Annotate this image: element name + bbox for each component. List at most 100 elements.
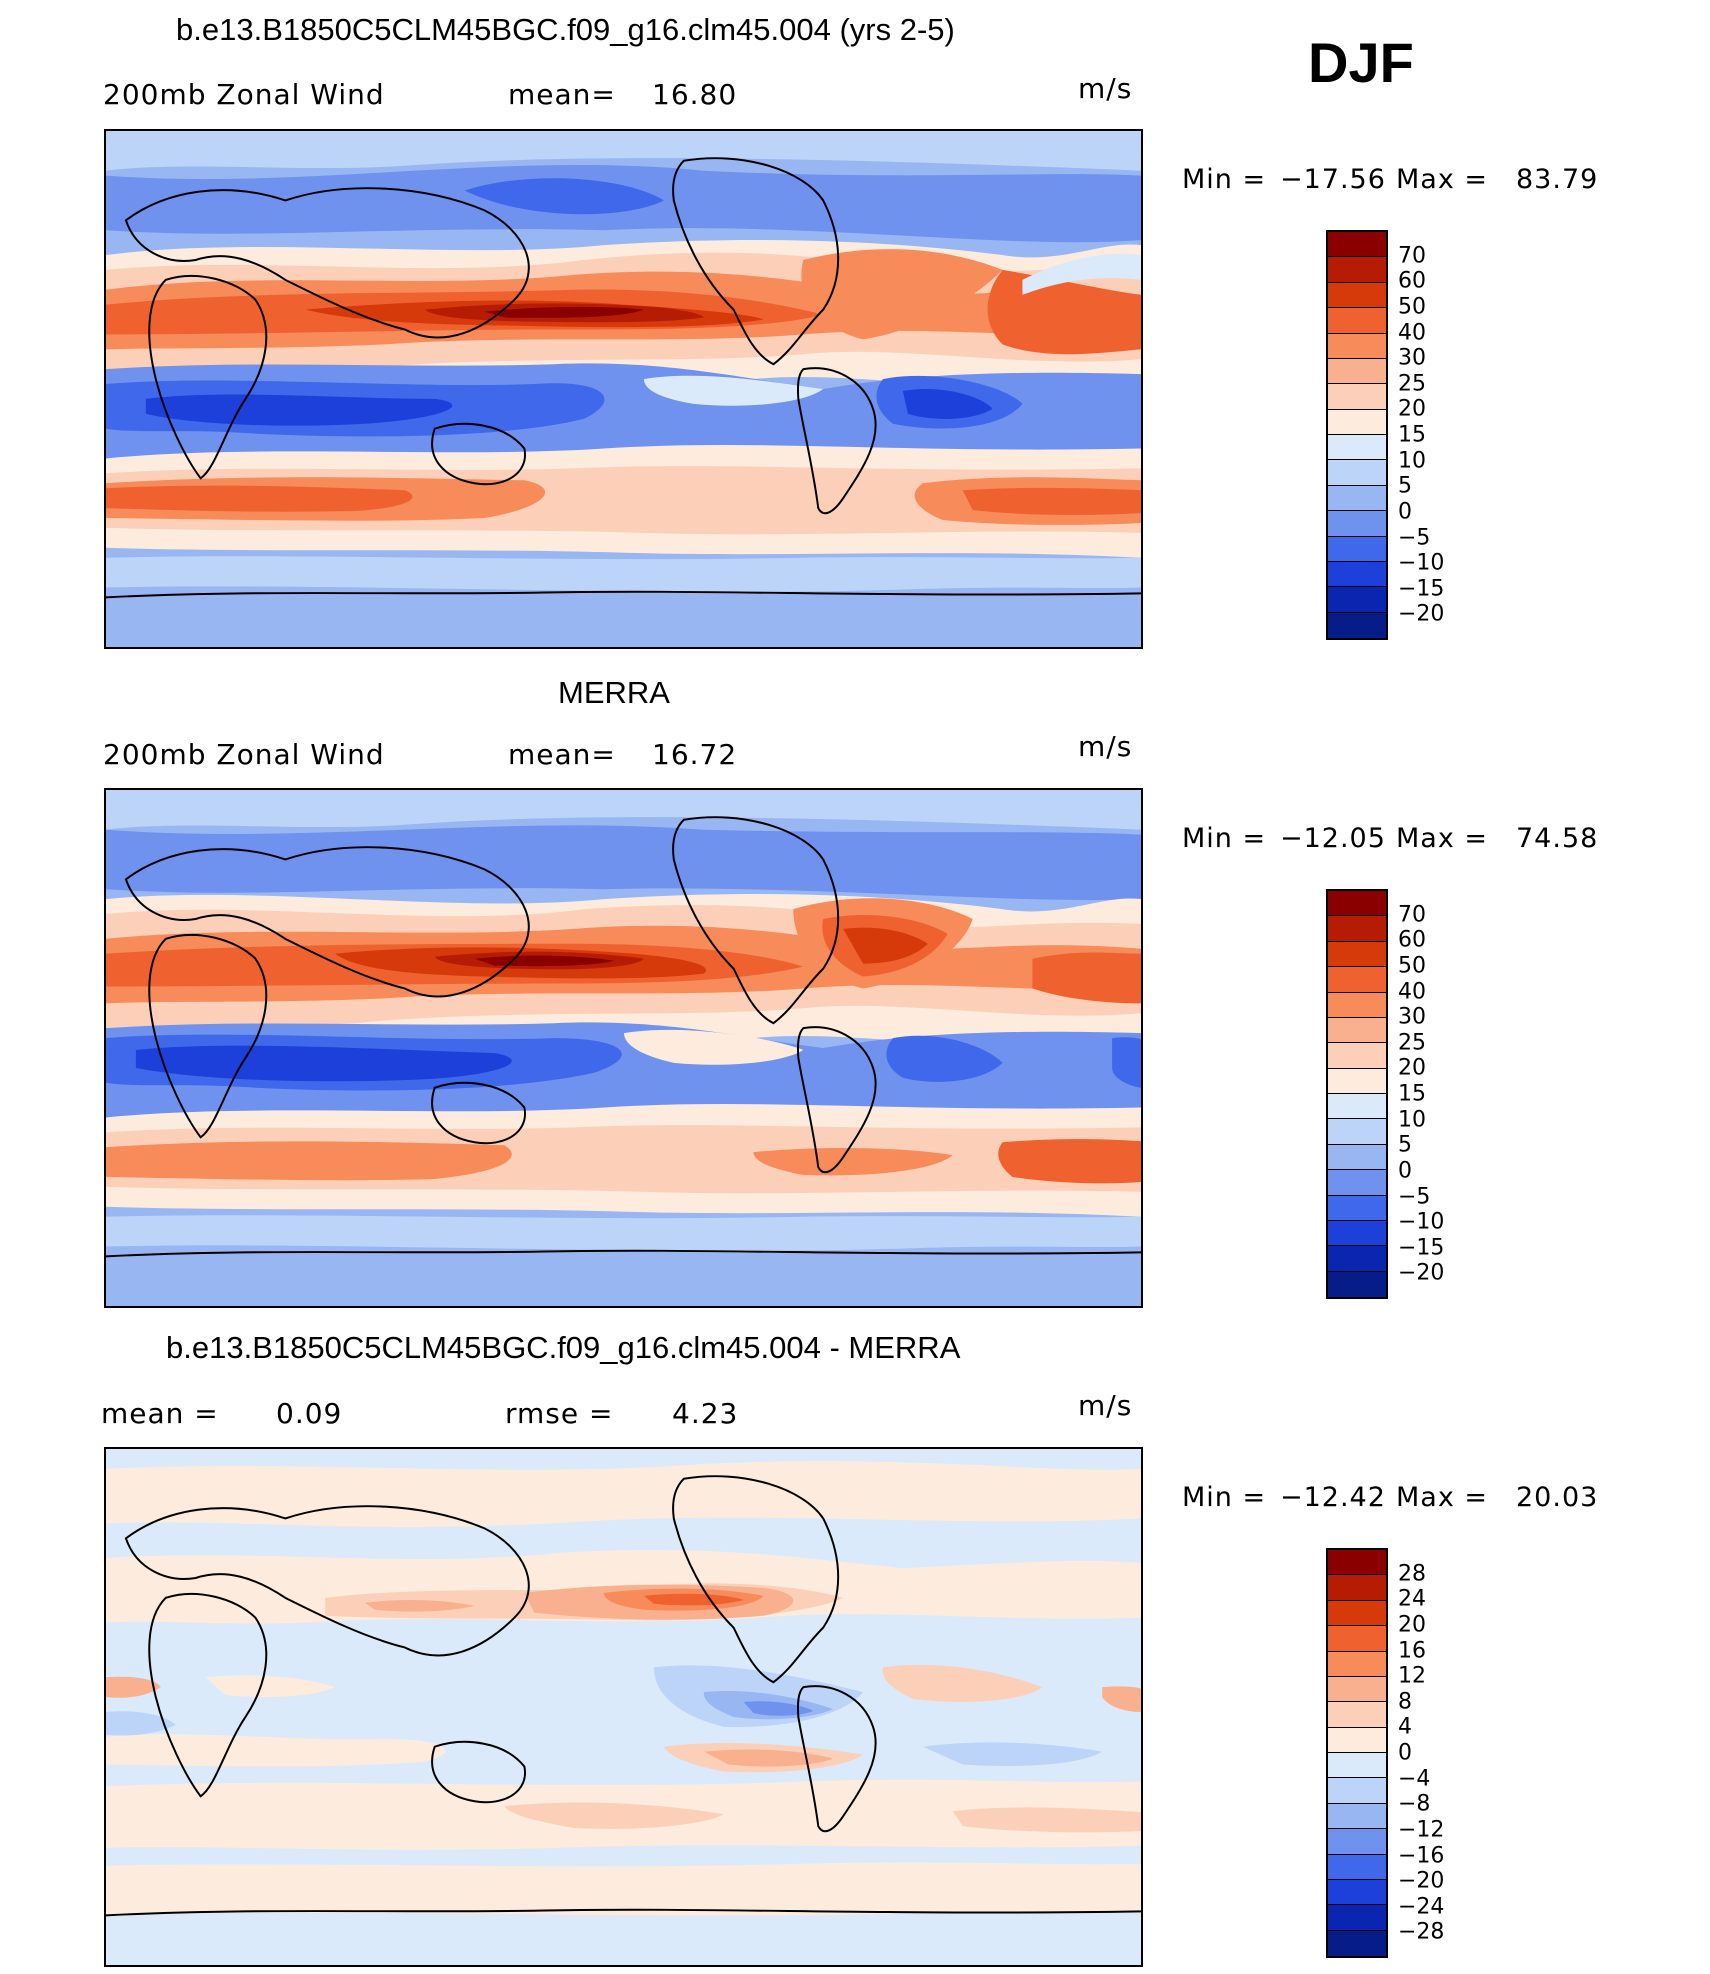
panel-2-field-label: 200mb Zonal Wind <box>103 738 385 771</box>
panel-3-mean-value: 0.09 <box>276 1397 343 1430</box>
panel-2-colorbar-labels: 70 60 50 40 30 25 20 15 10 5 0 −5 −10 −15 −20 <box>1398 889 1478 1299</box>
panel-2-mean-value: 16.72 <box>652 738 738 771</box>
colorbar-tick-label: 12 <box>1398 1663 1426 1689</box>
panel-3-min-value: −12.42 <box>1280 1482 1386 1513</box>
panel-1-field-label: 200mb Zonal Wind <box>103 78 385 111</box>
colorbar-tick-label: 30 <box>1398 345 1426 371</box>
panel-3-mean-label: mean = <box>101 1397 219 1430</box>
colorbar-tick-label: −5 <box>1398 1184 1431 1209</box>
panel-3-rmse-label: rmse = <box>505 1397 614 1430</box>
colorbar-tick-label: 4 <box>1398 1714 1412 1740</box>
panel-3-map <box>104 1447 1143 1967</box>
panel-3-max-value: 20.03 <box>1516 1482 1599 1513</box>
colorbar-tick-label: 28 <box>1398 1561 1426 1587</box>
colorbar-tick-label: 0 <box>1398 1158 1412 1184</box>
colorbar-tick-label: 30 <box>1398 1004 1426 1030</box>
colorbar-tick-label: −28 <box>1398 1919 1445 1945</box>
colorbar-swatch <box>1328 1803 1386 1830</box>
colorbar-swatch <box>1328 1144 1386 1171</box>
colorbar-tick-label: 50 <box>1398 953 1426 979</box>
colorbar-swatch <box>1328 333 1386 359</box>
colorbar-tick-label: −15 <box>1398 1235 1445 1261</box>
panel-3-title: b.e13.B1850C5CLM45BGC.f09_g16.clm45.004 … <box>166 1330 961 1365</box>
colorbar-tick-label: 70 <box>1398 902 1426 928</box>
season-label: DJF <box>1308 31 1414 94</box>
colorbar-tick-label: −10 <box>1398 550 1445 576</box>
colorbar-swatch <box>1328 1930 1386 1956</box>
colorbar-tick-label: −5 <box>1398 525 1431 550</box>
panel-3-min-label: Min = <box>1182 1482 1267 1513</box>
colorbar-swatch <box>1328 1043 1386 1069</box>
panel-3-rmse-value: 4.23 <box>672 1397 739 1430</box>
panel-1-min-label: Min = <box>1182 164 1267 195</box>
colorbar-swatch <box>1328 409 1386 435</box>
colorbar-tick-label: 16 <box>1398 1638 1426 1663</box>
colorbar-swatch <box>1328 536 1386 562</box>
panel-2-colorbar <box>1326 889 1388 1299</box>
colorbar-tick-label: 20 <box>1398 396 1426 422</box>
colorbar-tick-label: −16 <box>1398 1843 1445 1868</box>
panel-1-max-value: 83.79 <box>1516 164 1599 195</box>
colorbar-swatch <box>1328 1246 1386 1272</box>
colorbar-swatch <box>1328 1651 1386 1677</box>
colorbar-swatch <box>1328 1626 1386 1652</box>
panel-2-max-value: 74.58 <box>1516 823 1599 854</box>
panel-3-colorbar <box>1326 1548 1388 1958</box>
colorbar-swatch <box>1328 1879 1386 1906</box>
colorbar-swatch <box>1328 992 1386 1018</box>
panel-2-units: m/s <box>1078 730 1133 763</box>
colorbar-tick-label: 20 <box>1398 1612 1426 1638</box>
panel-2-min-label: Min = <box>1182 823 1267 854</box>
colorbar-swatch <box>1328 1829 1386 1855</box>
colorbar-swatch <box>1328 1094 1386 1120</box>
colorbar-swatch <box>1328 1220 1386 1247</box>
colorbar-swatch <box>1328 1550 1386 1576</box>
colorbar-tick-label: −15 <box>1398 576 1445 602</box>
colorbar-tick-label: 10 <box>1398 448 1426 474</box>
colorbar-swatch <box>1328 1854 1386 1880</box>
colorbar-swatch <box>1328 1575 1386 1601</box>
panel-2-mean-label: mean= <box>508 738 616 771</box>
colorbar-swatch <box>1328 282 1386 309</box>
colorbar-swatch <box>1328 561 1386 588</box>
panel-2-title: MERRA <box>558 675 670 710</box>
colorbar-swatch <box>1328 1702 1386 1728</box>
panel-1-min-value: −17.56 <box>1280 164 1386 195</box>
colorbar-tick-label: −12 <box>1398 1817 1445 1843</box>
colorbar-swatch <box>1328 1068 1386 1094</box>
colorbar-tick-label: 60 <box>1398 927 1426 953</box>
panel-2-max-label: Max = <box>1396 823 1489 854</box>
colorbar-swatch <box>1328 1170 1386 1196</box>
colorbar-tick-label: 0 <box>1398 499 1412 525</box>
panel-3-max-label: Max = <box>1396 1482 1489 1513</box>
colorbar-tick-label: 8 <box>1398 1689 1412 1715</box>
panel-1-title: b.e13.B1850C5CLM45BGC.f09_g16.clm45.004 … <box>176 12 955 47</box>
panel-1-map <box>104 129 1143 649</box>
colorbar-swatch <box>1328 1676 1386 1703</box>
colorbar-swatch <box>1328 485 1386 512</box>
colorbar-swatch <box>1328 1119 1386 1145</box>
colorbar-swatch <box>1328 916 1386 942</box>
colorbar-tick-label: −10 <box>1398 1209 1445 1235</box>
colorbar-swatch <box>1328 1905 1386 1931</box>
colorbar-tick-label: 40 <box>1398 320 1426 345</box>
colorbar-swatch <box>1328 1017 1386 1044</box>
colorbar-tick-label: 15 <box>1398 1081 1426 1107</box>
colorbar-tick-label: −24 <box>1398 1894 1445 1920</box>
panel-2-min-value: −12.05 <box>1280 823 1386 854</box>
colorbar-swatch <box>1328 232 1386 258</box>
colorbar-tick-label: 10 <box>1398 1107 1426 1133</box>
colorbar-tick-label: 25 <box>1398 371 1426 397</box>
colorbar-swatch <box>1328 308 1386 334</box>
colorbar-tick-label: 70 <box>1398 243 1426 269</box>
colorbar-swatch <box>1328 1727 1386 1753</box>
colorbar-swatch <box>1328 257 1386 283</box>
colorbar-swatch <box>1328 612 1386 638</box>
colorbar-tick-label: 5 <box>1398 1132 1412 1158</box>
panel-1-max-label: Max = <box>1396 164 1489 195</box>
colorbar-swatch <box>1328 941 1386 968</box>
colorbar-swatch <box>1328 1753 1386 1779</box>
colorbar-tick-label: −20 <box>1398 601 1445 627</box>
colorbar-tick-label: −20 <box>1398 1868 1445 1894</box>
colorbar-swatch <box>1328 1271 1386 1297</box>
